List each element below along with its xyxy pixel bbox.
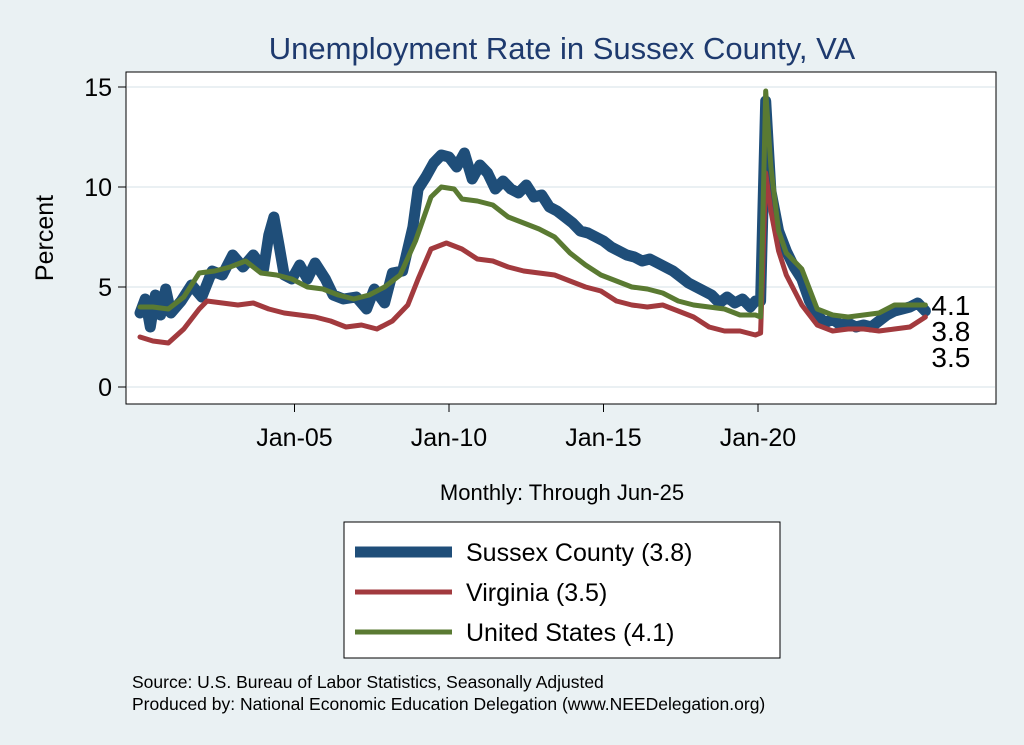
x-tick-label: Jan-15 <box>565 424 641 452</box>
x-tick-label: Jan-10 <box>411 424 487 452</box>
x-tick-label: Jan-20 <box>720 424 796 452</box>
producer-line: Produced by: National Economic Education… <box>132 694 765 714</box>
series-line-3 <box>137 88 928 320</box>
y-tick-label: 5 <box>98 274 112 302</box>
y-axis-label: Percent <box>31 195 59 281</box>
y-tick-label: 10 <box>84 174 112 202</box>
legend-label: Sussex County (3.8) <box>466 539 693 567</box>
legend-label: Virginia (3.5) <box>466 579 607 607</box>
grid-layer <box>127 86 995 388</box>
legend-items: Sussex County (3.8) Virginia (3.5) United … <box>355 539 693 647</box>
tick-layer: 0 5 10 15 Jan-05 Jan-10 Jan-15 Jan-20 <box>84 74 796 452</box>
legend: Sussex County (3.8) Virginia (3.5) United … <box>343 521 781 659</box>
y-tick-label: 15 <box>84 74 112 102</box>
source-line: Source: U.S. Bureau of Labor Statistics,… <box>132 672 604 692</box>
x-tick-label: Jan-05 <box>256 424 332 452</box>
series-end-label: 4.1 <box>931 290 970 321</box>
legend-label: United States (4.1) <box>466 619 674 647</box>
plot-area <box>125 71 997 405</box>
y-tick-label: 0 <box>98 374 112 402</box>
series-end-label: 3.5 <box>931 342 970 373</box>
series-layer <box>134 88 931 346</box>
series-line-1 <box>134 95 931 333</box>
chart-title: Unemployment Rate in Sussex County, VA <box>269 31 856 66</box>
series-end-label: 3.8 <box>931 316 970 347</box>
end-label-layer: 4.13.83.5 <box>931 290 970 373</box>
x-axis-label: Monthly: Through Jun-25 <box>440 480 684 505</box>
series-line-2 <box>137 170 928 346</box>
